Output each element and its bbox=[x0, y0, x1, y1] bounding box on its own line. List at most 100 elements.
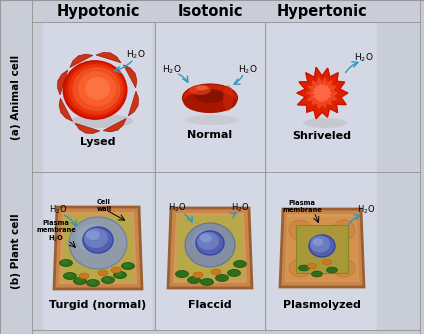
Ellipse shape bbox=[197, 232, 219, 250]
Ellipse shape bbox=[101, 277, 114, 284]
Ellipse shape bbox=[223, 85, 233, 111]
Ellipse shape bbox=[85, 77, 110, 100]
Ellipse shape bbox=[333, 259, 355, 277]
Bar bbox=[43, 172, 153, 331]
Polygon shape bbox=[176, 216, 244, 280]
Bar bbox=[155, 22, 265, 171]
Ellipse shape bbox=[89, 280, 95, 284]
Ellipse shape bbox=[103, 277, 111, 281]
Ellipse shape bbox=[71, 114, 133, 128]
Polygon shape bbox=[286, 217, 358, 281]
Ellipse shape bbox=[312, 271, 323, 277]
Polygon shape bbox=[59, 98, 73, 121]
Ellipse shape bbox=[65, 62, 126, 117]
Text: Turgid (normal): Turgid (normal) bbox=[49, 300, 147, 310]
Ellipse shape bbox=[62, 60, 128, 120]
Ellipse shape bbox=[86, 230, 100, 240]
Ellipse shape bbox=[196, 86, 208, 91]
Ellipse shape bbox=[187, 277, 201, 284]
Text: (b) Plant cell: (b) Plant cell bbox=[11, 213, 21, 289]
Polygon shape bbox=[307, 77, 338, 109]
Ellipse shape bbox=[115, 272, 123, 276]
Polygon shape bbox=[62, 215, 134, 281]
Polygon shape bbox=[59, 212, 137, 284]
Ellipse shape bbox=[234, 261, 246, 268]
Text: Normal: Normal bbox=[187, 130, 232, 140]
Ellipse shape bbox=[98, 270, 108, 276]
Text: H$_2$O: H$_2$O bbox=[168, 202, 186, 214]
Polygon shape bbox=[103, 119, 126, 132]
Text: H$_2$O: H$_2$O bbox=[238, 64, 258, 76]
Ellipse shape bbox=[122, 263, 134, 270]
Polygon shape bbox=[296, 225, 348, 273]
Ellipse shape bbox=[184, 91, 237, 113]
Text: Plasma
membrane
H$_2$O: Plasma membrane H$_2$O bbox=[36, 220, 76, 244]
Bar bbox=[267, 172, 377, 331]
Ellipse shape bbox=[114, 272, 126, 279]
Ellipse shape bbox=[312, 238, 324, 246]
Polygon shape bbox=[313, 84, 331, 102]
Text: H$_2$O: H$_2$O bbox=[162, 64, 182, 76]
Text: Plasmolyzed: Plasmolyzed bbox=[283, 300, 361, 310]
Text: Plasma
membrane: Plasma membrane bbox=[282, 199, 322, 212]
Text: Cell
wall: Cell wall bbox=[96, 198, 112, 211]
Ellipse shape bbox=[75, 224, 111, 252]
Ellipse shape bbox=[75, 278, 83, 282]
Polygon shape bbox=[280, 209, 364, 287]
Ellipse shape bbox=[333, 220, 355, 240]
Ellipse shape bbox=[83, 227, 113, 253]
Text: Lysed: Lysed bbox=[80, 137, 116, 147]
Ellipse shape bbox=[78, 71, 116, 106]
Ellipse shape bbox=[200, 233, 212, 242]
Ellipse shape bbox=[303, 118, 347, 128]
Ellipse shape bbox=[192, 230, 220, 252]
Text: Shriveled: Shriveled bbox=[293, 131, 351, 141]
Ellipse shape bbox=[195, 89, 225, 103]
Ellipse shape bbox=[323, 260, 332, 265]
Ellipse shape bbox=[289, 259, 311, 277]
Ellipse shape bbox=[326, 267, 338, 273]
Text: H$_2$O: H$_2$O bbox=[49, 204, 67, 216]
Polygon shape bbox=[70, 54, 93, 67]
Text: H$_2$O: H$_2$O bbox=[357, 204, 375, 216]
Polygon shape bbox=[54, 207, 142, 289]
Text: Flaccid: Flaccid bbox=[188, 300, 232, 310]
Ellipse shape bbox=[298, 265, 310, 271]
Ellipse shape bbox=[289, 220, 311, 240]
Text: (a) Animal cell: (a) Animal cell bbox=[11, 54, 21, 140]
Ellipse shape bbox=[307, 264, 316, 269]
Polygon shape bbox=[123, 65, 137, 88]
Text: Hypotonic: Hypotonic bbox=[56, 3, 140, 18]
Polygon shape bbox=[173, 213, 247, 283]
Ellipse shape bbox=[111, 267, 121, 273]
Ellipse shape bbox=[185, 223, 235, 267]
Text: H$_2$O: H$_2$O bbox=[126, 49, 146, 61]
Ellipse shape bbox=[309, 235, 335, 257]
Ellipse shape bbox=[215, 275, 229, 282]
Ellipse shape bbox=[176, 271, 189, 278]
Ellipse shape bbox=[86, 280, 100, 287]
Ellipse shape bbox=[123, 263, 131, 267]
Polygon shape bbox=[168, 208, 252, 288]
Ellipse shape bbox=[79, 273, 89, 279]
Bar bbox=[155, 172, 265, 331]
Ellipse shape bbox=[186, 115, 238, 125]
Polygon shape bbox=[285, 214, 359, 282]
Ellipse shape bbox=[201, 279, 214, 286]
Ellipse shape bbox=[193, 272, 203, 278]
Polygon shape bbox=[75, 123, 100, 134]
Bar bbox=[267, 22, 377, 171]
Ellipse shape bbox=[211, 269, 221, 275]
Ellipse shape bbox=[69, 217, 127, 269]
Text: Hypertonic: Hypertonic bbox=[276, 3, 367, 18]
Text: H$_2$O: H$_2$O bbox=[231, 202, 249, 214]
Polygon shape bbox=[297, 67, 348, 119]
Ellipse shape bbox=[228, 270, 240, 277]
Ellipse shape bbox=[189, 85, 211, 95]
Ellipse shape bbox=[64, 273, 76, 280]
Polygon shape bbox=[58, 70, 68, 95]
Ellipse shape bbox=[69, 64, 123, 115]
Ellipse shape bbox=[61, 260, 69, 264]
Ellipse shape bbox=[59, 260, 73, 267]
Bar bbox=[43, 22, 153, 171]
